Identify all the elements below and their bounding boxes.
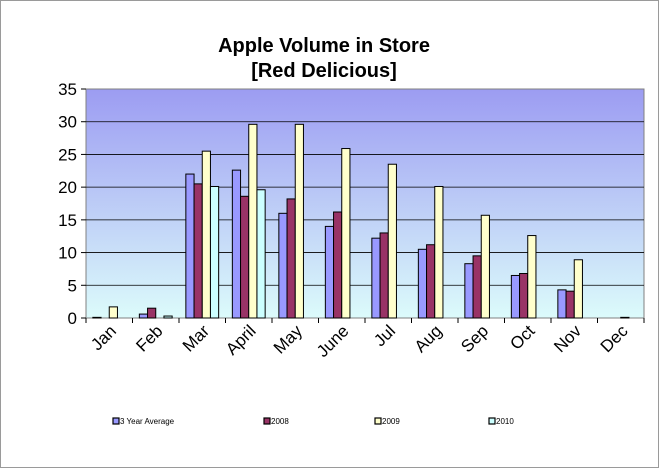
bar	[565, 290, 575, 319]
legend-label: 2010	[496, 417, 514, 426]
x-tick-label: Nov	[550, 321, 585, 356]
chart-subtitle: [Red Delicious]	[251, 60, 397, 82]
bar	[527, 235, 537, 319]
bar	[324, 225, 335, 319]
legend-label: 2009	[382, 417, 400, 426]
bar	[464, 263, 474, 319]
y-tick-label: 10	[58, 244, 77, 263]
legend-label: 3 Year Average	[120, 417, 175, 426]
chart-title: Apple Volume in Store	[218, 35, 430, 57]
x-tick-label: June	[313, 321, 353, 361]
x-axis-ticks: Jan Feb Mar April May June Jul Aug Sep Oct Nov Dec	[85, 318, 645, 361]
y-tick-label: 0	[68, 309, 77, 328]
bar	[209, 185, 220, 319]
bar	[434, 185, 444, 319]
bar	[294, 123, 304, 319]
x-tick-label: May	[270, 321, 306, 357]
bar	[147, 307, 157, 319]
legend-swatch	[488, 417, 496, 425]
legend-swatch	[374, 417, 382, 425]
y-tick-label: 30	[58, 113, 77, 132]
bar	[387, 163, 397, 319]
gridlines	[86, 121, 644, 286]
bar	[472, 255, 482, 319]
x-tick-label: April	[222, 321, 259, 358]
bar	[108, 306, 118, 319]
y-tick-label: 5	[68, 276, 77, 295]
x-tick-label: Dec	[597, 321, 632, 356]
x-tick-label: Jan	[87, 321, 120, 354]
legend-swatch	[263, 417, 271, 425]
x-tick-label: Jul	[370, 321, 399, 350]
plot-area	[85, 88, 645, 319]
y-tick-label: 15	[58, 211, 77, 230]
x-tick-label: Feb	[132, 321, 166, 355]
y-axis-ticks: 0 5 10 15 20 25 30 35	[58, 80, 86, 328]
bar	[417, 248, 428, 319]
bar	[379, 232, 389, 319]
bar	[341, 148, 351, 319]
bar	[286, 198, 296, 319]
bars	[92, 123, 630, 319]
bar	[92, 316, 102, 319]
bar	[333, 211, 343, 319]
bar	[557, 289, 567, 319]
bar	[519, 273, 529, 319]
bar	[620, 316, 630, 319]
legend-swatch	[112, 417, 120, 425]
x-tick-label: Aug	[411, 321, 446, 356]
bar	[193, 183, 203, 319]
y-tick-label: 35	[58, 80, 77, 99]
bar	[231, 169, 242, 319]
bar	[256, 189, 266, 319]
x-tick-label: Sep	[457, 321, 492, 356]
bar	[426, 244, 436, 319]
bar	[248, 123, 258, 319]
legend: 3 Year Average 2008 2009 2010	[112, 417, 514, 426]
x-tick-label: Mar	[179, 321, 213, 355]
bar	[510, 274, 521, 319]
bar	[480, 214, 490, 319]
legend-label: 2008	[271, 417, 289, 426]
bar	[201, 150, 211, 319]
bar	[163, 315, 173, 319]
y-tick-label: 25	[58, 145, 77, 164]
x-tick-label: Oct	[506, 321, 538, 353]
y-tick-label: 20	[58, 178, 77, 197]
bar	[138, 313, 149, 319]
bar	[371, 237, 381, 319]
bar	[240, 195, 250, 319]
bar	[573, 259, 583, 319]
bar	[185, 173, 195, 319]
bar	[278, 212, 288, 319]
